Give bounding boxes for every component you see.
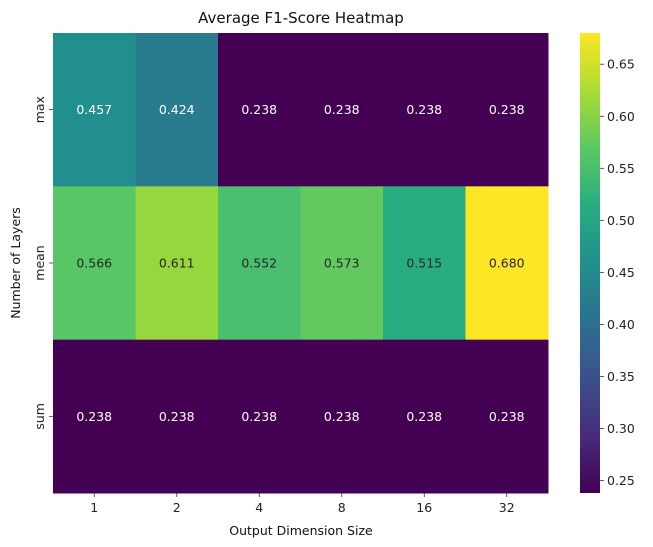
heatmap-cell-label: 0.238 <box>406 409 442 424</box>
colorbar-tick-label: 0.50 <box>607 213 635 228</box>
heatmap-cell-label: 0.238 <box>159 409 195 424</box>
heatmap-cell <box>135 33 219 187</box>
heatmap-cell <box>300 33 384 187</box>
heatmap-cell-label: 0.238 <box>324 409 360 424</box>
heatmap-cell <box>218 33 301 187</box>
x-tick-label: 2 <box>173 500 181 515</box>
heatmap-cell <box>53 186 136 341</box>
heatmap-cell <box>300 339 384 494</box>
x-tick-label: 32 <box>499 500 515 515</box>
heatmap-cell-label: 0.238 <box>241 409 277 424</box>
x-axis-ticks: 1 2 4 8 16 32 <box>90 493 515 515</box>
x-tick-label: 8 <box>338 500 346 515</box>
y-axis-label: Number of Layers <box>8 207 23 319</box>
colorbar-tick-label: 0.40 <box>607 317 635 332</box>
heatmap-cell <box>135 339 219 494</box>
heatmap-cells <box>53 33 549 494</box>
heatmap-cell <box>383 339 466 494</box>
chart-title: Average F1-Score Heatmap <box>198 9 404 27</box>
y-axis-ticks: max mean sum <box>32 96 53 430</box>
colorbar-tick-label: 0.60 <box>607 109 635 124</box>
heatmap-cell <box>300 186 384 341</box>
heatmap-cell <box>53 339 136 494</box>
colorbar-tick-label: 0.35 <box>607 369 635 384</box>
colorbar-tick-label: 0.45 <box>607 265 635 280</box>
colorbar-tick-label: 0.65 <box>607 57 635 72</box>
heatmap-cell-label: 0.238 <box>489 102 525 117</box>
heatmap-cell <box>218 339 301 494</box>
y-tick-label: max <box>32 96 47 123</box>
heatmap-cell-label: 0.573 <box>324 256 360 271</box>
y-tick-label: mean <box>32 245 47 280</box>
heatmap-cell-label: 0.515 <box>406 256 442 271</box>
heatmap-cell-label: 0.457 <box>76 102 112 117</box>
heatmap-cell-label: 0.424 <box>159 102 195 117</box>
heatmap-cell-label: 0.238 <box>241 102 277 117</box>
x-tick-label: 4 <box>255 500 263 515</box>
heatmap-cell-labels: 0.457 0.424 0.238 0.238 0.238 0.238 0.566 0.611… <box>76 102 524 424</box>
x-tick-label: 16 <box>416 500 432 515</box>
heatmap-cell-label: 0.238 <box>324 102 360 117</box>
colorbar <box>580 33 600 493</box>
heatmap-cell-label: 0.680 <box>489 256 525 271</box>
heatmap-cell-label: 0.566 <box>76 256 112 271</box>
heatmap-cell <box>465 186 549 341</box>
colorbar-tick-label: 0.30 <box>607 421 635 436</box>
heatmap-cell <box>218 186 301 341</box>
heatmap-cell-label: 0.552 <box>241 256 277 271</box>
heatmap-cell <box>53 33 136 187</box>
colorbar-ticks: 0.25 0.30 0.35 0.40 0.45 0.50 0.55 0.60 0.65 <box>600 57 635 488</box>
heatmap-cell <box>465 339 549 494</box>
heatmap-cell <box>383 33 466 187</box>
heatmap-cell-label: 0.238 <box>406 102 442 117</box>
heatmap-cell-label: 0.238 <box>76 409 112 424</box>
x-axis-label: Output Dimension Size <box>229 523 373 538</box>
heatmap-cell-label: 0.238 <box>489 409 525 424</box>
x-tick-label: 1 <box>90 500 98 515</box>
y-tick-label: sum <box>32 403 47 430</box>
colorbar-tick-label: 0.25 <box>607 473 635 488</box>
heatmap-cell-label: 0.611 <box>159 256 195 271</box>
colorbar-tick-label: 0.55 <box>607 161 635 176</box>
heatmap-cell <box>135 186 219 341</box>
heatmap-cell <box>465 33 549 187</box>
heatmap-cell <box>383 186 466 341</box>
